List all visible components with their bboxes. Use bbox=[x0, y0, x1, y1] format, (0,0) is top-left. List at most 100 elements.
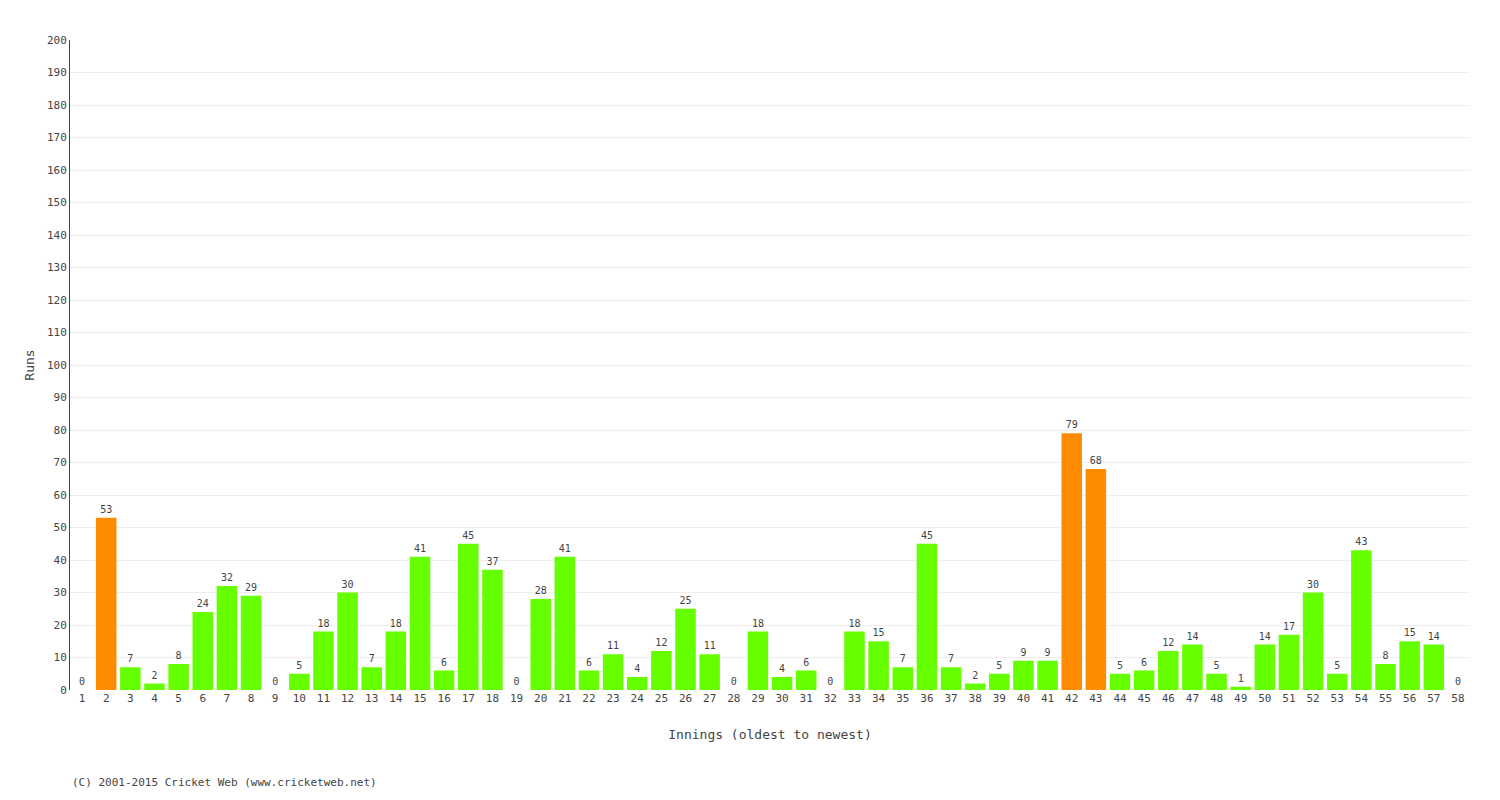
svg-text:25: 25 bbox=[679, 595, 691, 606]
svg-text:11: 11 bbox=[607, 640, 619, 651]
svg-text:14: 14 bbox=[1186, 631, 1198, 642]
svg-text:50: 50 bbox=[54, 521, 67, 534]
svg-text:11: 11 bbox=[704, 640, 716, 651]
svg-text:50: 50 bbox=[1258, 692, 1271, 705]
svg-text:36: 36 bbox=[920, 692, 933, 705]
svg-text:6: 6 bbox=[199, 692, 206, 705]
svg-text:40: 40 bbox=[54, 554, 67, 567]
svg-text:25: 25 bbox=[655, 692, 668, 705]
svg-text:30: 30 bbox=[342, 579, 354, 590]
svg-text:0: 0 bbox=[514, 676, 520, 687]
svg-text:43: 43 bbox=[1089, 692, 1102, 705]
svg-text:7: 7 bbox=[224, 692, 231, 705]
svg-text:30: 30 bbox=[775, 692, 788, 705]
svg-text:12: 12 bbox=[655, 637, 667, 648]
svg-text:130: 130 bbox=[47, 261, 67, 274]
svg-text:56: 56 bbox=[1403, 692, 1416, 705]
svg-text:10: 10 bbox=[293, 692, 306, 705]
svg-text:20: 20 bbox=[534, 692, 547, 705]
svg-text:52: 52 bbox=[1306, 692, 1319, 705]
svg-text:6: 6 bbox=[803, 657, 809, 668]
svg-text:0: 0 bbox=[731, 676, 737, 687]
svg-text:37: 37 bbox=[486, 556, 498, 567]
svg-text:100: 100 bbox=[47, 359, 67, 372]
svg-text:38: 38 bbox=[969, 692, 982, 705]
svg-text:0: 0 bbox=[1455, 676, 1461, 687]
svg-text:16: 16 bbox=[438, 692, 451, 705]
svg-text:14: 14 bbox=[389, 692, 403, 705]
svg-text:5: 5 bbox=[1214, 660, 1220, 671]
svg-text:0: 0 bbox=[827, 676, 833, 687]
svg-text:58: 58 bbox=[1451, 692, 1464, 705]
svg-text:23: 23 bbox=[606, 692, 619, 705]
svg-text:90: 90 bbox=[54, 391, 67, 404]
svg-text:24: 24 bbox=[197, 598, 209, 609]
svg-text:17: 17 bbox=[1283, 621, 1295, 632]
svg-text:35: 35 bbox=[896, 692, 909, 705]
svg-text:20: 20 bbox=[54, 619, 67, 632]
svg-text:34: 34 bbox=[872, 692, 886, 705]
svg-text:53: 53 bbox=[100, 504, 112, 515]
svg-text:5: 5 bbox=[296, 660, 302, 671]
svg-text:(C) 2001-2015 Cricket Web (www: (C) 2001-2015 Cricket Web (www.cricketwe… bbox=[72, 776, 377, 789]
svg-text:120: 120 bbox=[47, 294, 67, 307]
svg-text:31: 31 bbox=[800, 692, 813, 705]
svg-text:160: 160 bbox=[47, 164, 67, 177]
svg-text:7: 7 bbox=[127, 653, 133, 664]
svg-text:13: 13 bbox=[365, 692, 378, 705]
svg-text:45: 45 bbox=[1138, 692, 1151, 705]
svg-text:47: 47 bbox=[1186, 692, 1199, 705]
svg-text:18: 18 bbox=[486, 692, 499, 705]
svg-text:8: 8 bbox=[248, 692, 255, 705]
svg-text:29: 29 bbox=[245, 582, 257, 593]
svg-text:41: 41 bbox=[414, 543, 426, 554]
svg-text:33: 33 bbox=[848, 692, 861, 705]
svg-text:0: 0 bbox=[60, 684, 67, 697]
svg-text:10: 10 bbox=[54, 651, 67, 664]
svg-text:53: 53 bbox=[1331, 692, 1344, 705]
svg-text:49: 49 bbox=[1234, 692, 1247, 705]
svg-text:0: 0 bbox=[272, 676, 278, 687]
svg-text:39: 39 bbox=[993, 692, 1006, 705]
svg-text:5: 5 bbox=[1334, 660, 1340, 671]
svg-text:79: 79 bbox=[1066, 419, 1078, 430]
svg-text:45: 45 bbox=[921, 530, 933, 541]
svg-text:28: 28 bbox=[727, 692, 740, 705]
svg-text:140: 140 bbox=[47, 229, 67, 242]
svg-text:51: 51 bbox=[1282, 692, 1295, 705]
svg-text:7: 7 bbox=[900, 653, 906, 664]
svg-text:150: 150 bbox=[47, 196, 67, 209]
svg-text:18: 18 bbox=[848, 618, 860, 629]
svg-text:32: 32 bbox=[221, 572, 233, 583]
svg-text:170: 170 bbox=[47, 131, 67, 144]
svg-text:9: 9 bbox=[272, 692, 279, 705]
svg-text:70: 70 bbox=[54, 456, 67, 469]
svg-text:14: 14 bbox=[1428, 631, 1440, 642]
svg-text:7: 7 bbox=[369, 653, 375, 664]
svg-text:55: 55 bbox=[1379, 692, 1392, 705]
svg-text:2: 2 bbox=[972, 670, 978, 681]
svg-text:5: 5 bbox=[175, 692, 182, 705]
svg-text:24: 24 bbox=[631, 692, 645, 705]
svg-text:42: 42 bbox=[1065, 692, 1078, 705]
svg-text:4: 4 bbox=[634, 663, 640, 674]
svg-text:4: 4 bbox=[151, 692, 158, 705]
svg-text:3: 3 bbox=[127, 692, 134, 705]
svg-text:14: 14 bbox=[1259, 631, 1271, 642]
svg-text:19: 19 bbox=[510, 692, 523, 705]
svg-text:32: 32 bbox=[824, 692, 837, 705]
svg-text:6: 6 bbox=[441, 657, 447, 668]
svg-text:7: 7 bbox=[948, 653, 954, 664]
svg-text:Runs: Runs bbox=[22, 349, 37, 380]
svg-text:80: 80 bbox=[54, 424, 67, 437]
svg-text:60: 60 bbox=[54, 489, 67, 502]
svg-text:41: 41 bbox=[559, 543, 571, 554]
svg-text:15: 15 bbox=[1404, 627, 1416, 638]
svg-text:17: 17 bbox=[462, 692, 475, 705]
svg-text:30: 30 bbox=[1307, 579, 1319, 590]
svg-text:43: 43 bbox=[1355, 536, 1367, 547]
svg-text:21: 21 bbox=[558, 692, 571, 705]
svg-text:8: 8 bbox=[176, 650, 182, 661]
svg-text:5: 5 bbox=[996, 660, 1002, 671]
svg-text:54: 54 bbox=[1355, 692, 1369, 705]
